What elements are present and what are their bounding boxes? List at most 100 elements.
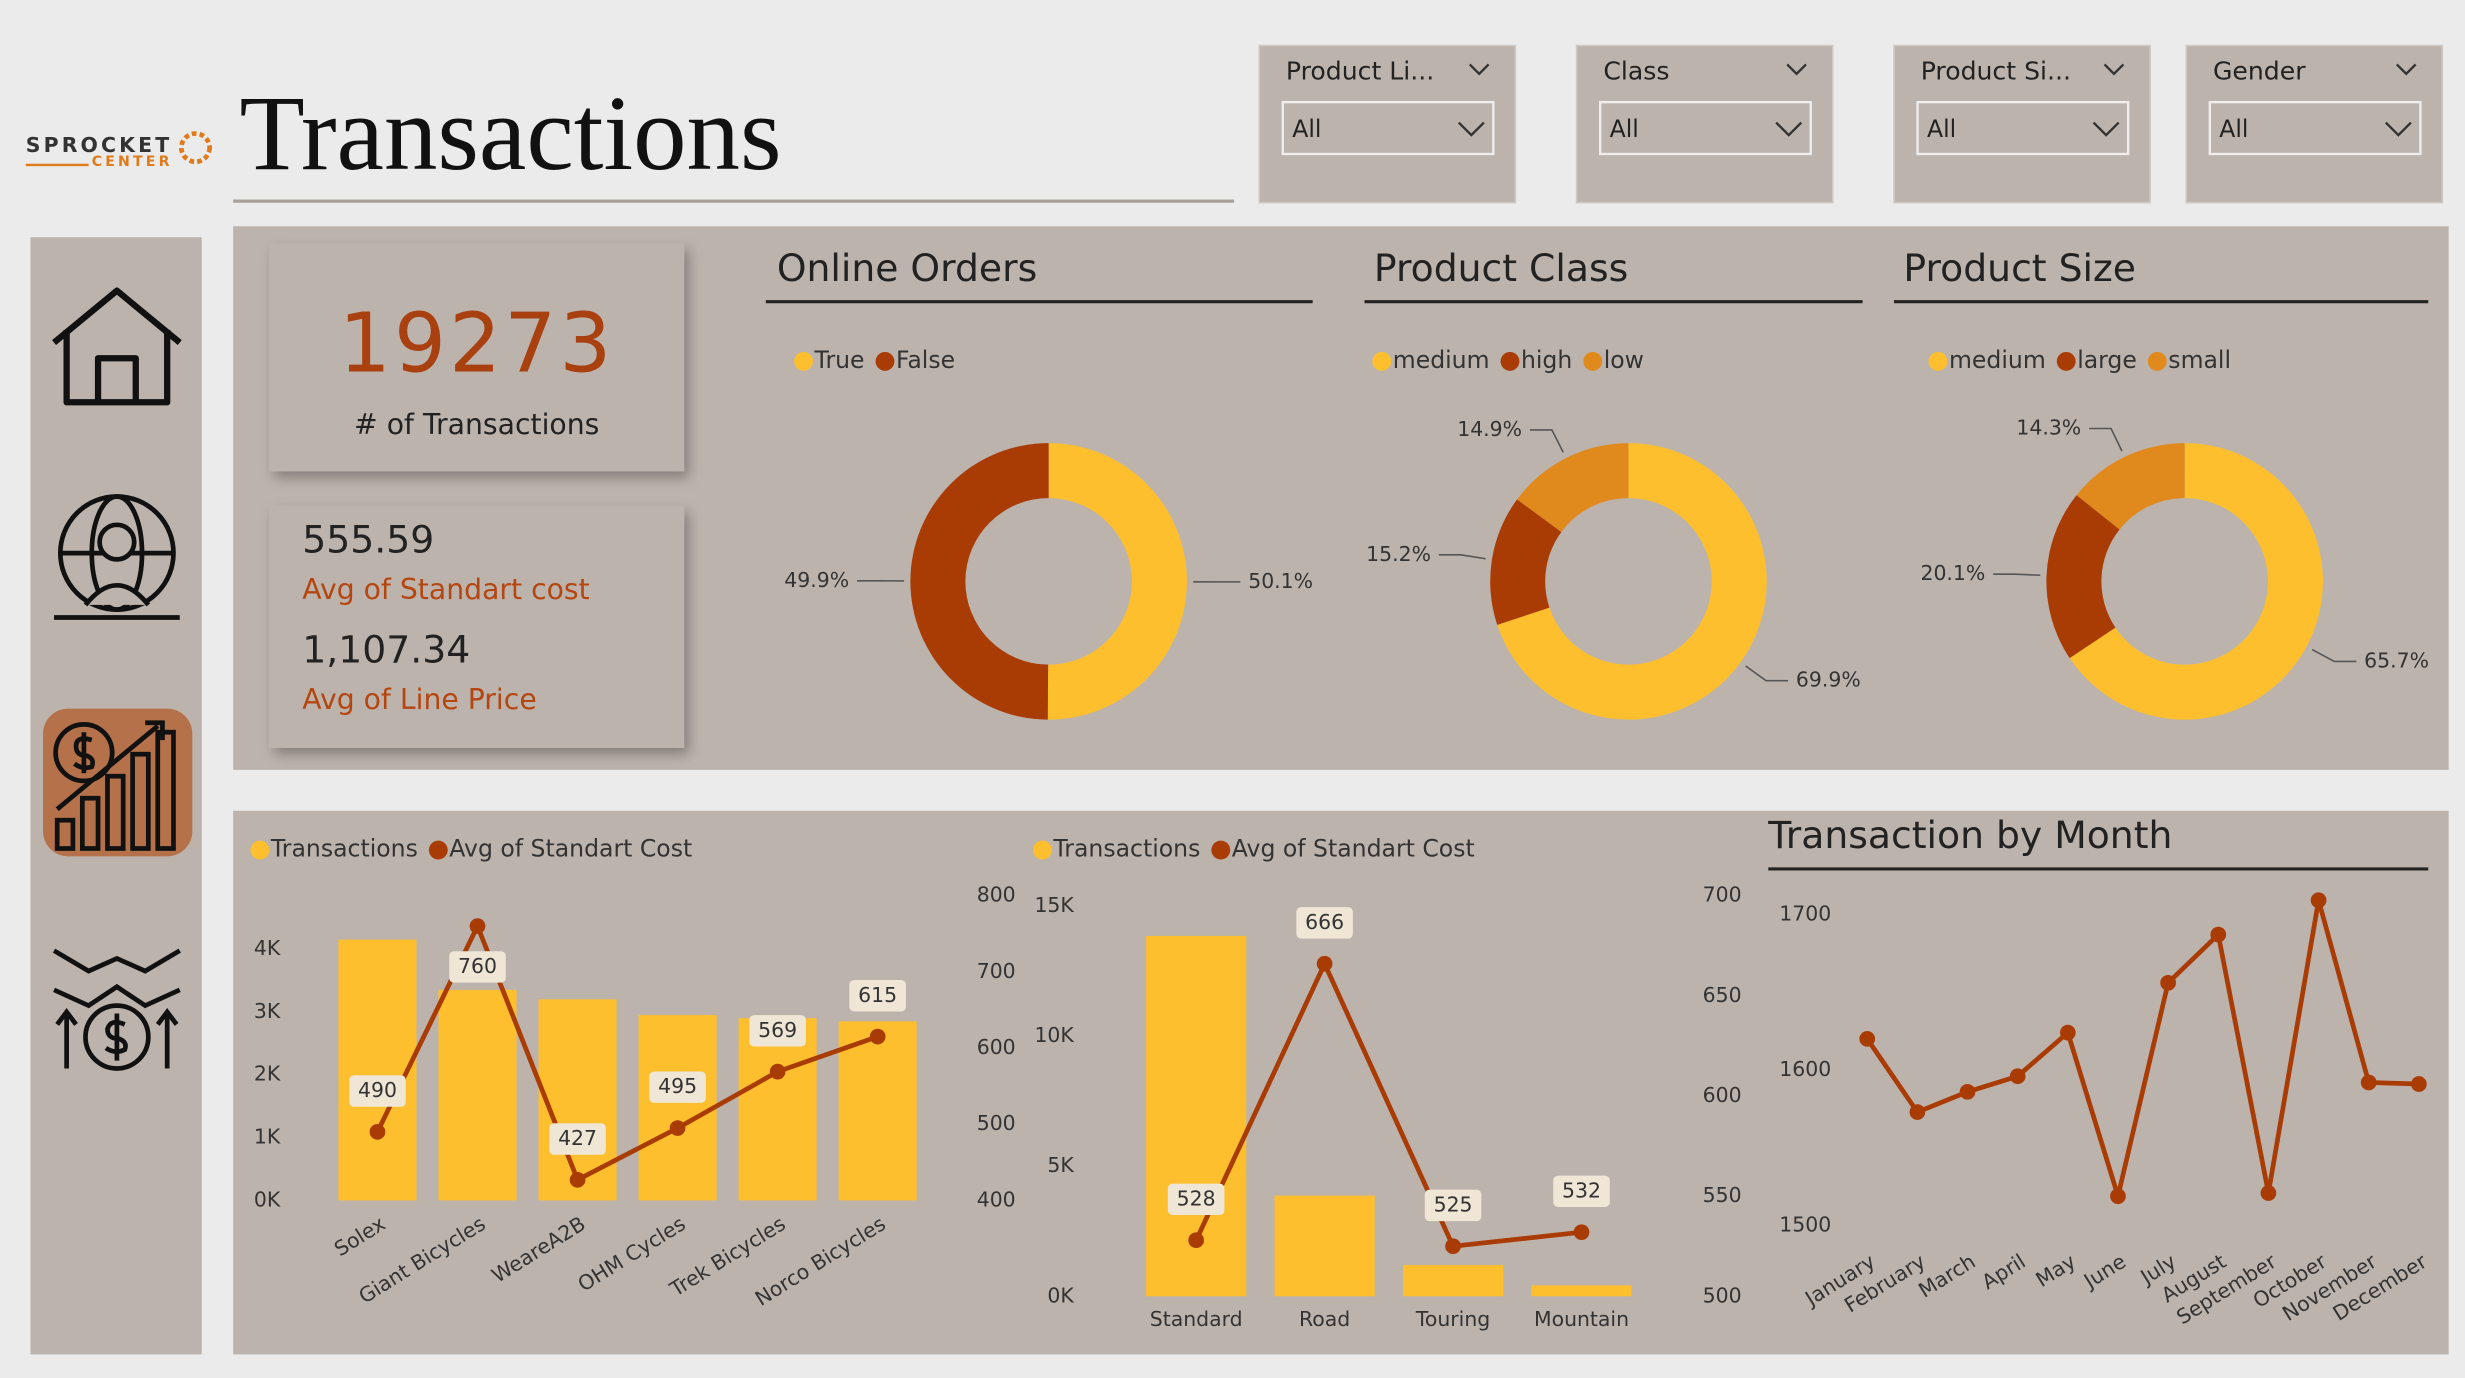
bar [1531, 1285, 1632, 1297]
logo-text: SPROCKET [26, 133, 173, 157]
data-label: 20.1% [1920, 561, 1985, 585]
data-label: 15.2% [1366, 542, 1431, 566]
legend-marker [1211, 840, 1231, 860]
legend-marker [428, 840, 448, 860]
line-point [2160, 974, 2176, 991]
logo-gear [178, 131, 212, 165]
deal-icon[interactable] [52, 948, 181, 1071]
filter-dropdown[interactable] [1281, 100, 1495, 156]
filter-dropdown[interactable] [1916, 100, 2130, 156]
legend-label: Avg of Standart Cost [1232, 835, 1475, 863]
filter-label: Product Si... [1921, 56, 2071, 85]
line-point [1573, 1224, 1590, 1241]
bar [338, 939, 417, 1201]
filter-dropdown[interactable] [2208, 100, 2422, 156]
data-label: 615 [858, 983, 897, 1007]
legend-label: small [2168, 346, 2231, 374]
y-tick-label: 5K [1047, 1153, 1074, 1177]
data-label: 495 [658, 1074, 697, 1098]
data-label-box [749, 1015, 806, 1047]
data-label: 569 [758, 1018, 797, 1042]
filter-label: Class [1603, 56, 1669, 85]
line-point [1859, 1031, 1876, 1047]
y2-tick-label: 700 [977, 959, 1016, 983]
data-label: 666 [1305, 910, 1344, 934]
globe-icon[interactable] [54, 494, 180, 620]
data-label: 65.7% [2364, 648, 2429, 672]
y-tick-label: 1K [254, 1125, 281, 1149]
line-point [369, 1124, 386, 1140]
data-label-box [349, 1075, 406, 1107]
line-point [1909, 1104, 1926, 1120]
line-point [1959, 1083, 1976, 1100]
y2-tick-label: 600 [1703, 1083, 1742, 1107]
line-point [1445, 1238, 1461, 1255]
data-label: 50.1% [1248, 569, 1313, 593]
legend-label: Avg of Standart Cost [449, 835, 692, 863]
leader-line [1529, 429, 1564, 453]
home-icon[interactable] [52, 287, 182, 406]
data-label-box [1167, 1183, 1225, 1216]
logo-subtext: CENTER [92, 154, 173, 170]
data-label-box [549, 1123, 606, 1155]
line [1865, 899, 2419, 1206]
data-label-box [649, 1071, 706, 1103]
donut-slice [1047, 443, 1187, 720]
legend-marker [1500, 351, 1520, 371]
data-label-box [849, 980, 906, 1012]
line-point [1316, 955, 1333, 972]
y-tick-label: 0K [1047, 1283, 1074, 1307]
line-point [2260, 1185, 2277, 1201]
data-label-box [449, 951, 506, 983]
donut-slice [2046, 495, 2120, 659]
y-tick-label: 10K [1034, 1023, 1074, 1047]
y2-tick-label: 600 [977, 1035, 1016, 1059]
kpi-card [269, 243, 685, 472]
filter-chevron [2103, 63, 2125, 76]
line-point [2059, 1024, 2076, 1041]
line-point [2110, 1188, 2126, 1205]
chart-title: Online Orders [777, 246, 1037, 290]
data-label-box [1296, 907, 1353, 939]
data-label: 427 [558, 1126, 597, 1150]
legend-marker [250, 840, 270, 860]
y2-tick-label: 400 [977, 1187, 1016, 1211]
data-label: 532 [1562, 1178, 1601, 1202]
chart-title: Product Class [1374, 246, 1628, 290]
x-tick-label: Road [1299, 1307, 1350, 1331]
kpi-label: # of Transactions [354, 408, 599, 441]
legend-label: large [2077, 346, 2137, 374]
kpi-value: 555.59 [302, 518, 434, 562]
data-label: 528 [1177, 1186, 1216, 1210]
y2-tick-label: 500 [1703, 1283, 1742, 1307]
bar [438, 989, 517, 1201]
legend-marker [2147, 351, 2167, 371]
filter-value: All [2219, 115, 2248, 143]
chart-title: Transaction by Month [1767, 813, 2172, 857]
filter-chevron [1457, 121, 1485, 137]
bar [738, 1018, 817, 1201]
data-label-box [1424, 1189, 1482, 1222]
data-label: 14.9% [1457, 417, 1522, 441]
data-label: 49.9% [784, 568, 849, 592]
donut-slice [1490, 499, 1562, 625]
data-label: 14.3% [2016, 415, 2081, 439]
donut-slice [2069, 443, 2323, 720]
legend-marker [1928, 351, 1948, 371]
kpi-value: 1,107.34 [302, 628, 470, 672]
legend-label: Transactions [1052, 835, 1200, 863]
page-title: Transactions [239, 75, 781, 193]
donut-slice [2076, 443, 2185, 530]
legend-marker [2056, 351, 2076, 371]
filters: Product Li... All Class All Product Si... All… [1258, 44, 2444, 204]
data-label-box [1553, 1175, 1610, 1208]
y2-tick-label: 500 [977, 1111, 1016, 1135]
filter-dropdown[interactable] [1598, 100, 1812, 156]
y-tick-label: 1500 [1779, 1213, 1831, 1237]
leader-line [2089, 427, 2123, 452]
donut-slice [1517, 443, 1629, 532]
kpi-value: 19273 [339, 296, 615, 391]
x-tick-label: Touring [1415, 1307, 1490, 1331]
legend-label: medium [1949, 346, 2046, 374]
